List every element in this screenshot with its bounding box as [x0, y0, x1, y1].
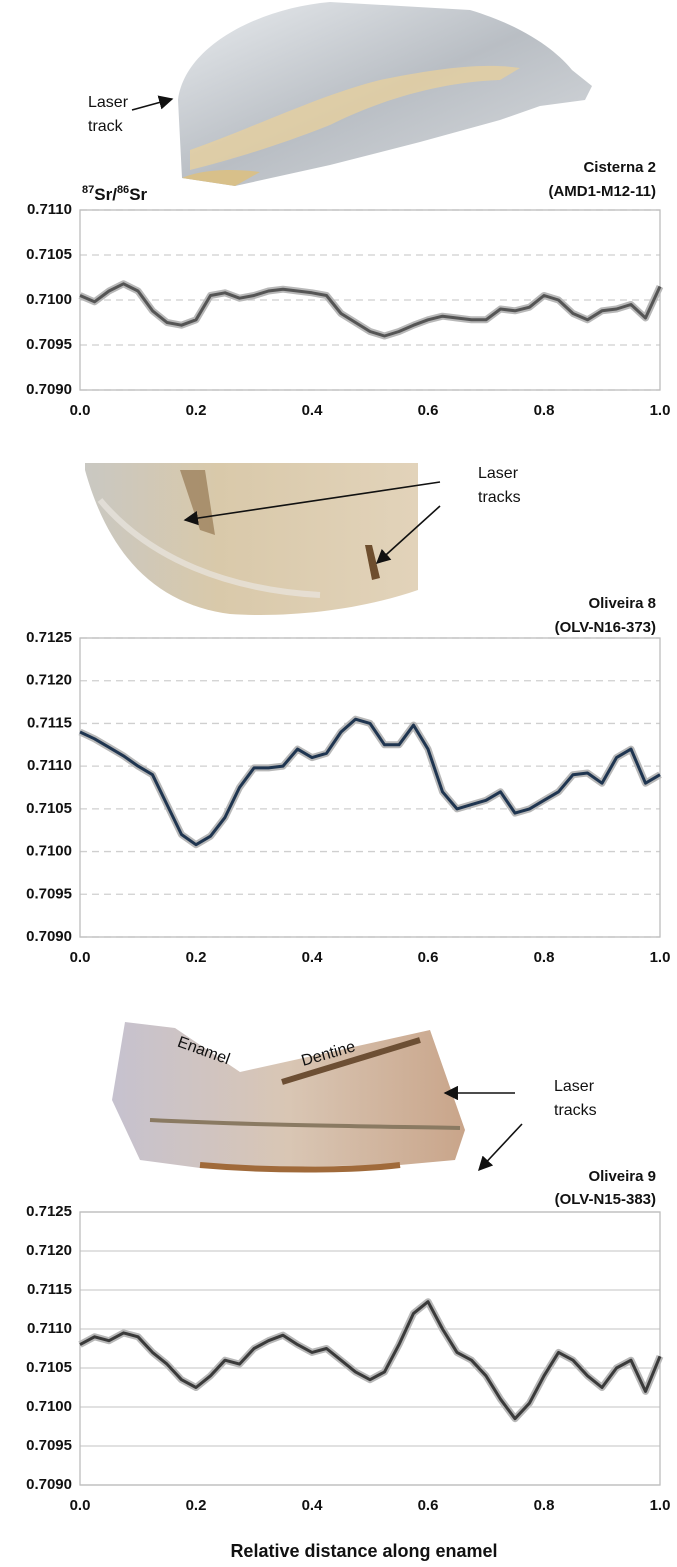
- x-axis-label: Relative distance along enamel: [230, 1541, 497, 1561]
- y-tick-label: 0.7125: [26, 629, 72, 646]
- chart-title: Oliveira 8: [588, 595, 656, 612]
- chart-title: (OLV-N16-373): [555, 619, 656, 636]
- annotation: track: [88, 118, 124, 135]
- tooth-photo: [178, 2, 592, 186]
- x-tick-label: 0.6: [418, 1497, 439, 1514]
- x-tick-label: 1.0: [650, 1497, 671, 1514]
- chart-title: Oliveira 9: [588, 1168, 656, 1185]
- plot-frame: [79, 1211, 661, 1486]
- y-tick-label: 0.7100: [26, 1398, 72, 1415]
- y-tick-label: 0.7110: [27, 1320, 72, 1337]
- y-axis-label-part: Sr/: [94, 185, 117, 204]
- x-tick-label: 0.0: [70, 402, 91, 419]
- y-axis-label-part: 86: [117, 184, 129, 196]
- x-tick-label: 0.6: [418, 402, 439, 419]
- y-tick-label: 0.7090: [26, 381, 72, 398]
- y-tick-label: 0.7095: [26, 1437, 72, 1454]
- x-tick-label: 0.8: [534, 949, 555, 966]
- x-tick-label: 1.0: [650, 402, 671, 419]
- annotation: Laser: [554, 1078, 595, 1095]
- y-tick-label: 0.7090: [26, 928, 72, 945]
- y-tick-label: 0.7100: [26, 291, 72, 308]
- chart-title: (AMD1-M12-11): [548, 183, 656, 200]
- y-axis-label: 87Sr/86Sr: [82, 184, 148, 205]
- plot-frame: [79, 209, 661, 391]
- y-tick-label: 0.7095: [26, 336, 72, 353]
- y-tick-label: 0.7115: [27, 1281, 72, 1298]
- y-tick-label: 0.7115: [27, 714, 72, 731]
- x-tick-label: 0.2: [186, 402, 207, 419]
- y-tick-label: 0.7090: [26, 1476, 72, 1493]
- x-tick-label: 0.4: [302, 949, 324, 966]
- y-tick-label: 0.7120: [26, 1242, 72, 1259]
- x-tick-label: 0.4: [302, 402, 324, 419]
- line: [79, 1300, 662, 1421]
- y-tick-label: 0.7120: [26, 672, 72, 689]
- line: [79, 282, 662, 338]
- y-axis-label-part: 87: [82, 184, 94, 196]
- line-band: [78, 715, 662, 849]
- arrow: [183, 481, 441, 526]
- plot-frame: [79, 637, 661, 938]
- chart-title: (OLV-N15-383): [555, 1191, 656, 1208]
- x-tick-label: 0.8: [534, 1497, 555, 1514]
- y-tick-label: 0.7100: [26, 843, 72, 860]
- tooth-photo: [85, 463, 418, 615]
- x-tick-label: 0.6: [418, 949, 439, 966]
- y-tick-label: 0.7105: [26, 800, 72, 817]
- y-tick-label: 0.7105: [26, 246, 72, 263]
- y-tick-label: 0.7125: [26, 1203, 72, 1220]
- y-tick-label: 0.7105: [26, 1359, 72, 1376]
- annotation: tracks: [554, 1102, 597, 1119]
- x-tick-label: 0.0: [70, 1497, 91, 1514]
- x-tick-label: 0.8: [534, 402, 555, 419]
- annotation: Laser: [478, 465, 519, 482]
- line-band: [78, 280, 664, 340]
- tooth-photo: [112, 1022, 465, 1173]
- y-tick-label: 0.7110: [27, 201, 72, 218]
- y-axis-label-part: Sr: [129, 185, 147, 204]
- arrow: [478, 1123, 523, 1172]
- annotation: tracks: [478, 489, 521, 506]
- arrow: [375, 505, 441, 564]
- x-tick-label: 0.0: [70, 949, 91, 966]
- y-tick-label: 0.7110: [27, 757, 72, 774]
- x-tick-label: 0.2: [186, 1497, 207, 1514]
- chart-title: Cisterna 2: [583, 159, 656, 176]
- x-tick-label: 0.4: [302, 1497, 324, 1514]
- arrow: [131, 95, 174, 111]
- annotation: Laser: [88, 94, 129, 111]
- line: [79, 717, 661, 847]
- x-tick-label: 1.0: [650, 949, 671, 966]
- x-tick-label: 0.2: [186, 949, 207, 966]
- y-tick-label: 0.7095: [26, 885, 72, 902]
